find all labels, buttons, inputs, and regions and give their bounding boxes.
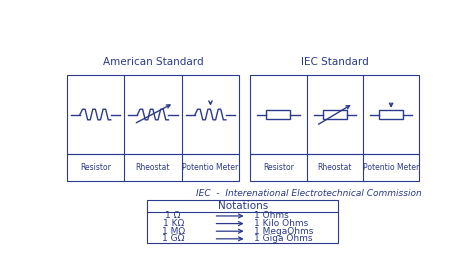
Bar <box>250 75 419 154</box>
Text: 1 Ω: 1 Ω <box>165 211 181 221</box>
Text: 1 GΩ: 1 GΩ <box>162 234 184 243</box>
Text: Resistor: Resistor <box>263 163 294 172</box>
Text: IEC  -  Interenational Electrotechnical Commission: IEC - Interenational Electrotechnical Co… <box>196 189 422 199</box>
Text: Potentio Meter: Potentio Meter <box>363 163 419 172</box>
Bar <box>250 154 419 181</box>
Text: Rheostat: Rheostat <box>136 163 170 172</box>
Bar <box>379 110 403 119</box>
Text: Notations: Notations <box>218 201 268 211</box>
Text: 1 MegaOhms: 1 MegaOhms <box>254 227 313 236</box>
Text: Rheostat: Rheostat <box>318 163 352 172</box>
Text: 1 MΩ: 1 MΩ <box>162 227 185 236</box>
Bar <box>323 110 346 119</box>
Text: 1 Giga Ohms: 1 Giga Ohms <box>254 234 312 243</box>
Text: Resistor: Resistor <box>80 163 111 172</box>
Text: Potentio Meter: Potentio Meter <box>182 163 238 172</box>
Text: 1 KΩ: 1 KΩ <box>163 219 184 228</box>
Bar <box>66 75 239 154</box>
Text: American Standard: American Standard <box>102 57 203 67</box>
Text: IEC Standard: IEC Standard <box>301 57 369 67</box>
Text: 1 Kilo Ohms: 1 Kilo Ohms <box>254 219 308 228</box>
Bar <box>66 154 239 181</box>
Bar <box>266 110 291 119</box>
Bar <box>147 200 338 243</box>
Text: 1 Ohms: 1 Ohms <box>254 211 289 221</box>
